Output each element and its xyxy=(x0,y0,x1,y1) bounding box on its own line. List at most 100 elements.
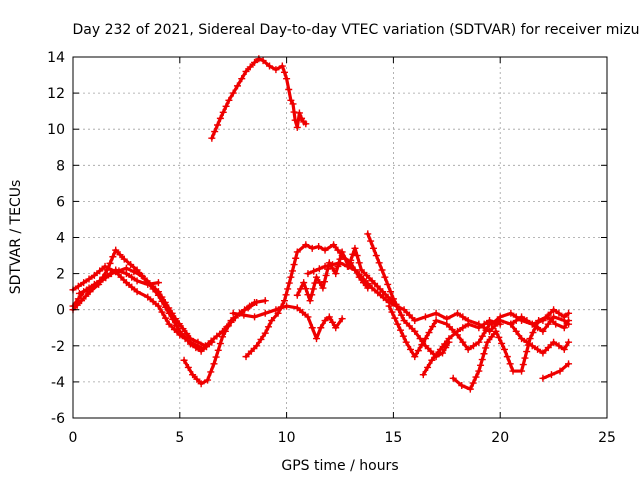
data-point-marker xyxy=(395,306,403,314)
series-layer xyxy=(69,55,573,393)
data-point-marker xyxy=(357,266,365,274)
data-point-marker xyxy=(503,353,511,361)
data-point-marker xyxy=(334,246,342,254)
y-tick-label: 2 xyxy=(56,267,65,283)
data-point-marker xyxy=(208,134,216,142)
data-point-marker xyxy=(466,385,474,393)
data-point-marker xyxy=(475,367,483,375)
data-point-marker xyxy=(75,289,83,297)
series-line xyxy=(231,304,344,341)
data-point-marker xyxy=(464,345,472,353)
data-point-marker xyxy=(90,271,98,279)
data-point-marker xyxy=(106,259,114,267)
data-point-marker xyxy=(330,241,338,249)
data-point-marker xyxy=(197,347,205,355)
data-point-marker xyxy=(193,375,201,383)
series-sat-o xyxy=(507,320,573,357)
data-point-marker xyxy=(560,324,568,332)
series-sat-f xyxy=(208,55,310,142)
data-point-marker xyxy=(518,367,526,375)
data-point-marker xyxy=(469,379,477,387)
data-point-marker xyxy=(518,317,526,325)
data-point-marker xyxy=(436,345,444,353)
data-point-marker xyxy=(120,255,128,263)
data-point-marker xyxy=(321,246,329,254)
data-point-marker xyxy=(378,266,386,274)
data-point-marker xyxy=(329,261,337,269)
data-point-marker xyxy=(325,313,333,321)
data-point-marker xyxy=(421,335,429,343)
data-point-marker xyxy=(266,62,274,70)
data-point-marker xyxy=(184,363,192,371)
data-point-marker xyxy=(427,347,435,355)
data-point-marker xyxy=(216,114,224,122)
data-point-marker xyxy=(272,306,280,314)
data-point-marker xyxy=(179,325,187,333)
data-point-marker xyxy=(449,374,457,382)
x-tick-label: 25 xyxy=(598,430,616,446)
series-sat-m xyxy=(419,317,504,379)
data-point-marker xyxy=(379,288,387,296)
data-point-marker xyxy=(292,254,300,262)
data-point-marker xyxy=(539,327,547,335)
data-point-marker xyxy=(507,309,515,317)
data-point-marker xyxy=(389,295,397,303)
data-point-marker xyxy=(519,361,527,369)
data-point-marker xyxy=(397,326,405,334)
data-point-marker xyxy=(349,250,357,258)
data-point-marker xyxy=(168,309,176,317)
data-point-marker xyxy=(161,298,169,306)
data-point-marker xyxy=(233,82,241,90)
data-point-marker xyxy=(373,282,381,290)
data-point-marker xyxy=(367,237,375,245)
data-point-marker xyxy=(96,278,104,286)
data-point-marker xyxy=(445,335,453,343)
data-point-marker xyxy=(368,284,376,292)
data-point-marker xyxy=(534,345,542,353)
grid xyxy=(73,57,607,418)
data-point-marker xyxy=(242,353,250,361)
data-point-marker xyxy=(441,340,449,348)
data-point-marker xyxy=(544,344,552,352)
data-point-marker xyxy=(219,108,227,116)
data-point-marker xyxy=(214,121,222,129)
data-point-marker xyxy=(317,324,325,332)
data-point-marker xyxy=(257,335,265,343)
data-point-marker xyxy=(400,317,408,325)
data-point-marker xyxy=(224,322,232,330)
data-point-marker xyxy=(475,338,483,346)
data-point-marker xyxy=(229,89,237,97)
data-point-marker xyxy=(73,301,81,309)
data-point-marker xyxy=(302,120,310,128)
data-point-marker xyxy=(96,267,104,275)
data-point-marker xyxy=(259,57,267,65)
data-point-marker xyxy=(526,335,534,343)
data-point-marker xyxy=(304,313,312,321)
data-point-marker xyxy=(107,270,115,278)
x-tick-label: 15 xyxy=(384,430,402,446)
data-point-marker xyxy=(338,315,346,323)
data-point-marker xyxy=(421,342,429,350)
data-point-marker xyxy=(298,114,306,122)
data-point-marker xyxy=(507,320,515,328)
data-point-marker xyxy=(117,273,125,281)
data-point-marker xyxy=(381,273,389,281)
data-point-marker xyxy=(550,313,558,321)
data-point-marker xyxy=(214,346,222,354)
data-point-marker xyxy=(261,329,269,337)
data-point-marker xyxy=(392,300,400,308)
data-point-marker xyxy=(459,313,467,321)
data-point-marker xyxy=(343,262,351,270)
data-point-marker xyxy=(219,333,227,341)
data-point-marker xyxy=(480,350,488,358)
data-point-marker xyxy=(432,309,440,317)
data-point-marker xyxy=(498,339,506,347)
data-point-marker xyxy=(109,253,117,261)
data-point-marker xyxy=(384,280,392,288)
data-point-marker xyxy=(221,327,229,335)
data-point-marker xyxy=(453,309,461,317)
data-point-marker xyxy=(295,109,303,117)
data-point-marker xyxy=(247,347,255,355)
data-point-marker xyxy=(180,356,188,364)
data-point-marker xyxy=(319,284,327,292)
